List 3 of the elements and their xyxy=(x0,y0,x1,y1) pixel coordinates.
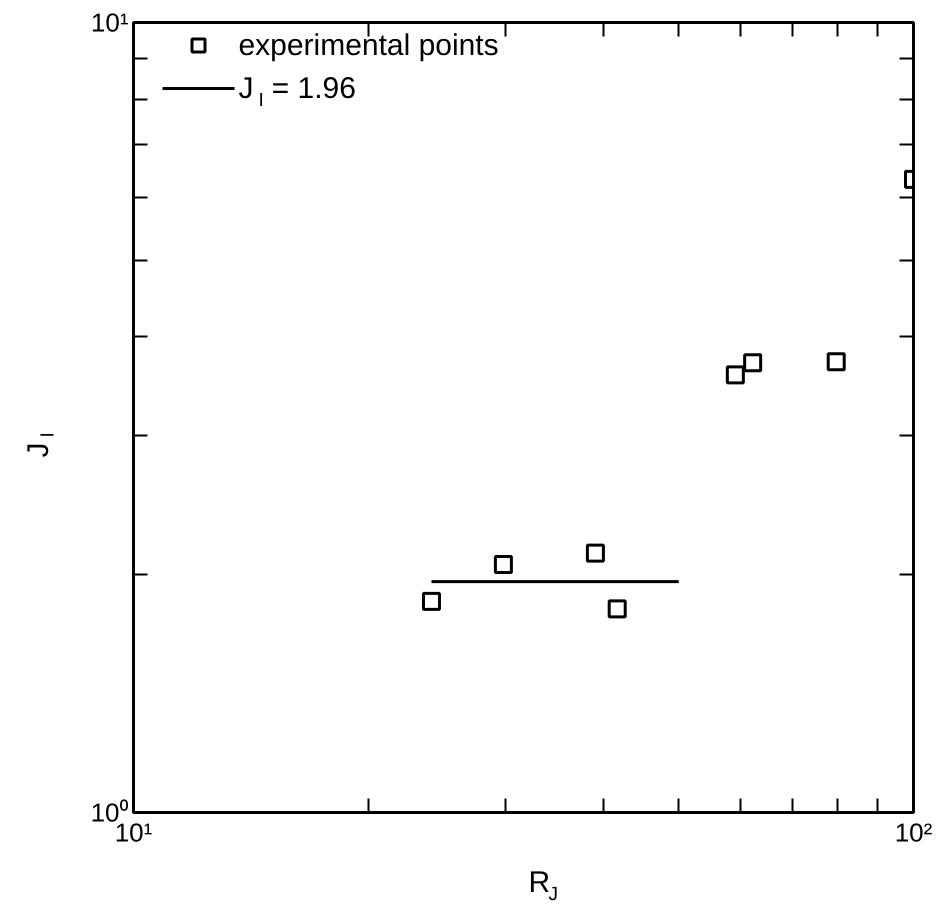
y-axis-title: JI xyxy=(22,432,59,458)
legend-label: experimental points xyxy=(238,29,499,62)
x-tick-label: 10² xyxy=(894,818,933,848)
